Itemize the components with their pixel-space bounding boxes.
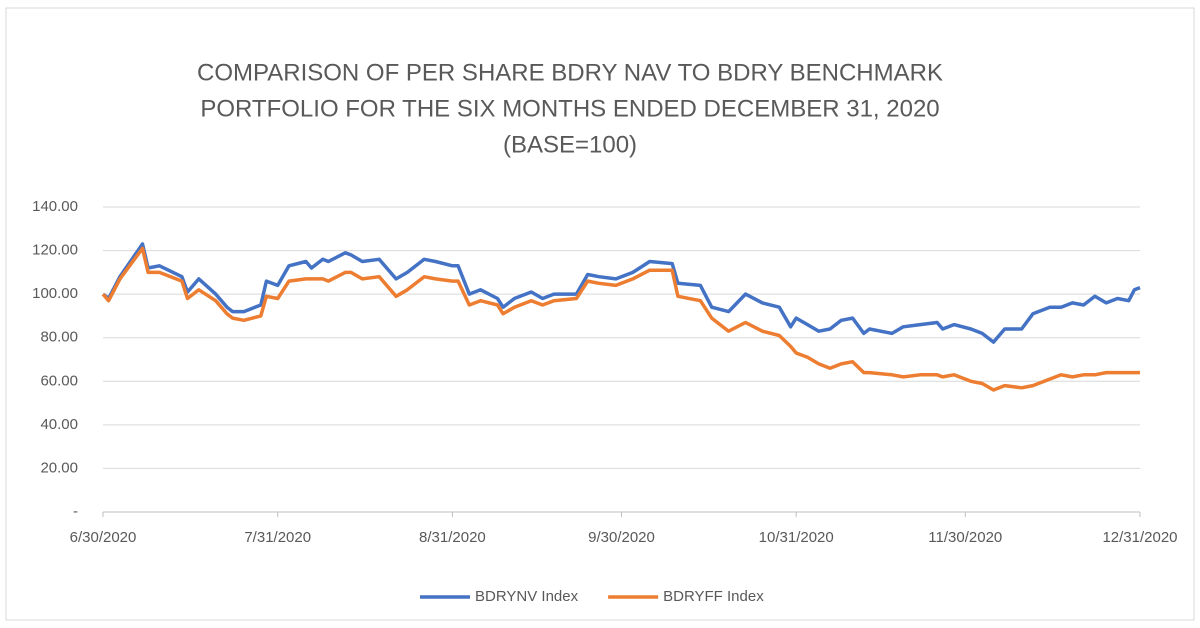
series-line: [101, 246, 1140, 392]
y-tick-label: 140.00: [32, 198, 78, 215]
chart-title: PORTFOLIO FOR THE SIX MONTHS ENDED DECEM…: [200, 95, 939, 122]
y-tick-label: -: [73, 503, 78, 520]
chart-title: (BASE=100): [503, 131, 637, 158]
y-tick-label: 100.00: [32, 285, 78, 302]
x-tick-label: 6/30/2020: [70, 529, 137, 546]
y-tick-label: 120.00: [32, 242, 78, 259]
series-line: [101, 242, 1141, 344]
chart-border: [5, 7, 1195, 621]
legend-label: BDRYFF Index: [663, 588, 764, 605]
x-tick-label: 10/31/2020: [759, 529, 834, 546]
y-tick-label: 80.00: [40, 329, 78, 346]
legend-label: BDRYNV Index: [475, 588, 579, 605]
y-tick-label: 40.00: [40, 416, 78, 433]
x-tick-label: 11/30/2020: [928, 529, 1002, 546]
y-tick-label: 20.00: [40, 459, 78, 476]
x-tick-label: 7/31/2020: [244, 529, 311, 546]
x-tick-label: 12/31/2020: [1102, 529, 1177, 546]
x-tick-label: 8/31/2020: [419, 529, 486, 546]
x-tick-label: 9/30/2020: [588, 529, 655, 546]
y-tick-label: 60.00: [40, 372, 78, 389]
chart-title: COMPARISON OF PER SHARE BDRY NAV TO BDRY…: [197, 59, 943, 86]
